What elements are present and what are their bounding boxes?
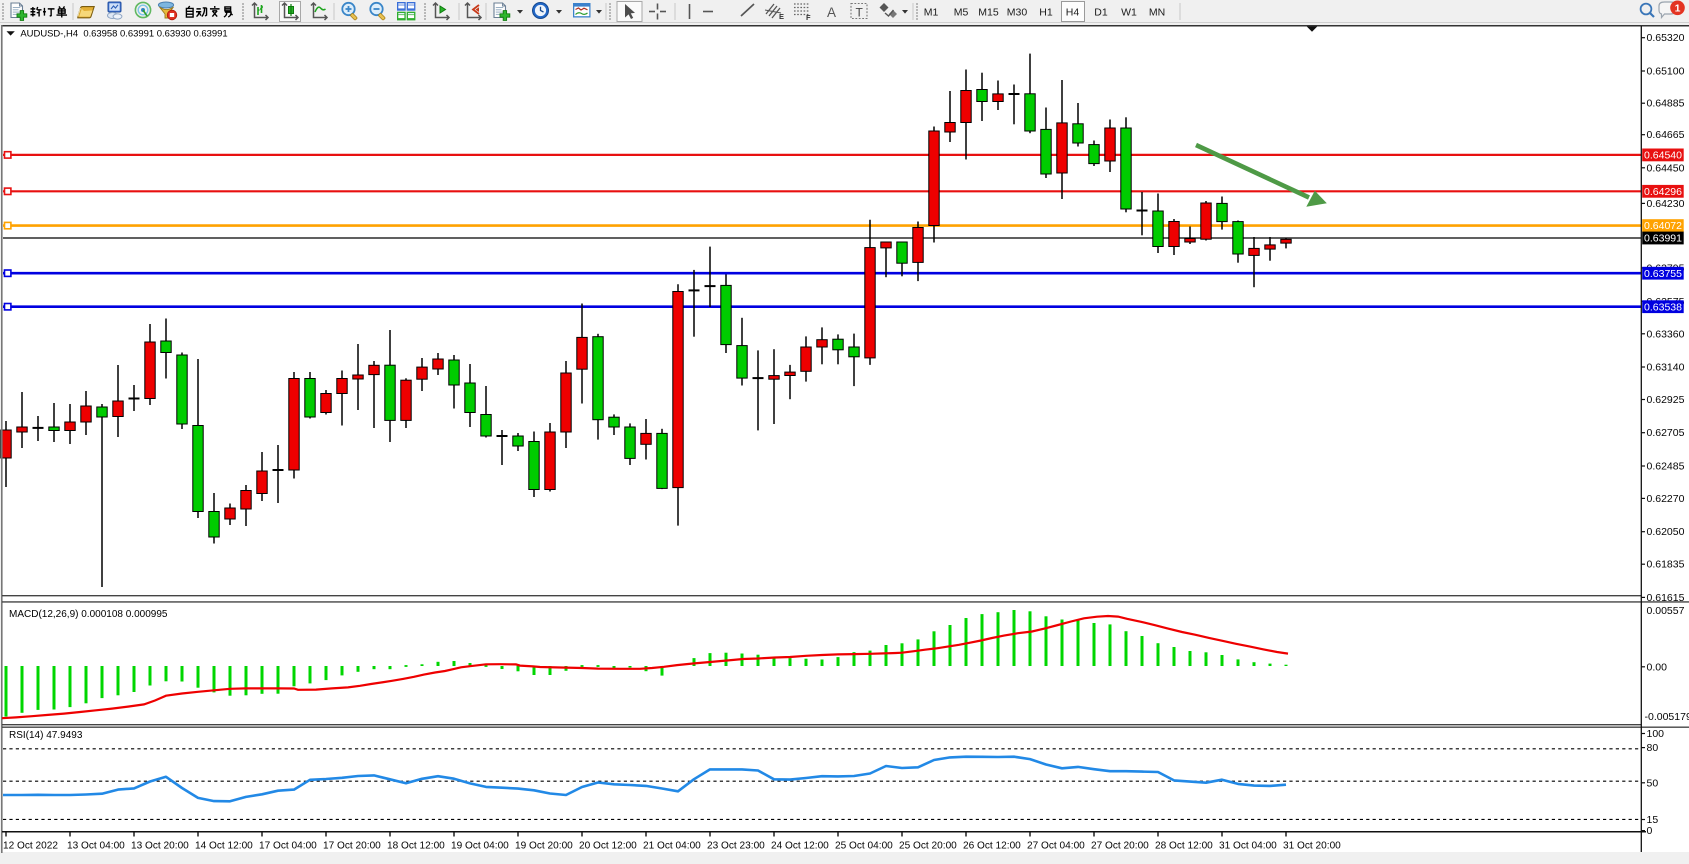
svg-text:13 Oct 20:00: 13 Oct 20:00: [131, 841, 189, 852]
svg-text:0.63538: 0.63538: [1644, 301, 1682, 313]
svg-text:0.63991: 0.63991: [1644, 233, 1682, 245]
svg-text:17 Oct 20:00: 17 Oct 20:00: [323, 841, 381, 852]
svg-text:-0.005179: -0.005179: [1645, 711, 1689, 723]
svg-text:0.63755: 0.63755: [1644, 268, 1682, 280]
svg-text:0.00557: 0.00557: [1647, 605, 1685, 617]
svg-text:H4: H4: [1066, 7, 1080, 19]
svg-text:0.63140: 0.63140: [1647, 362, 1685, 374]
svg-text:0.61835: 0.61835: [1647, 559, 1685, 571]
svg-text:18 Oct 12:00: 18 Oct 12:00: [387, 841, 445, 852]
svg-text:AUDUSD-,H4 0.63958 0.63991 0.: AUDUSD-,H4 0.63958 0.63991 0.63930 0.639…: [20, 29, 227, 40]
svg-text:0.64540: 0.64540: [1644, 150, 1682, 162]
svg-text:31 Oct 20:00: 31 Oct 20:00: [1283, 841, 1341, 852]
svg-text:28 Oct 12:00: 28 Oct 12:00: [1155, 841, 1213, 852]
svg-text:0.64450: 0.64450: [1647, 162, 1685, 174]
svg-text:14 Oct 12:00: 14 Oct 12:00: [195, 841, 253, 852]
svg-text:0.00: 0.00: [1647, 661, 1668, 673]
svg-text:25 Oct 20:00: 25 Oct 20:00: [899, 841, 957, 852]
svg-text:31 Oct 04:00: 31 Oct 04:00: [1219, 841, 1277, 852]
svg-text:0: 0: [1647, 825, 1653, 837]
svg-text:12 Oct 2022: 12 Oct 2022: [3, 841, 58, 852]
svg-text:27 Oct 20:00: 27 Oct 20:00: [1091, 841, 1149, 852]
svg-text:24 Oct 12:00: 24 Oct 12:00: [771, 841, 829, 852]
svg-text:50: 50: [1647, 777, 1659, 789]
svg-text:MN: MN: [1149, 7, 1165, 19]
svg-text:21 Oct 04:00: 21 Oct 04:00: [643, 841, 701, 852]
svg-text:0.64665: 0.64665: [1647, 129, 1685, 141]
svg-text:23 Oct 23:00: 23 Oct 23:00: [707, 841, 765, 852]
svg-text:0.62270: 0.62270: [1647, 493, 1685, 505]
svg-text:F: F: [806, 13, 811, 22]
svg-text:D1: D1: [1094, 7, 1108, 19]
svg-text:A: A: [827, 5, 836, 20]
svg-text:E: E: [779, 12, 784, 21]
svg-text:H1: H1: [1039, 7, 1053, 19]
svg-text:0.63360: 0.63360: [1647, 328, 1685, 340]
svg-text:13 Oct 04:00: 13 Oct 04:00: [67, 841, 125, 852]
svg-text:80: 80: [1647, 742, 1659, 754]
svg-text:0.64072: 0.64072: [1644, 220, 1682, 232]
svg-text:27 Oct 04:00: 27 Oct 04:00: [1027, 841, 1085, 852]
svg-text:M15: M15: [978, 7, 999, 19]
svg-text:M5: M5: [954, 7, 969, 19]
svg-text:T: T: [856, 6, 864, 20]
svg-text:17 Oct 04:00: 17 Oct 04:00: [259, 841, 317, 852]
svg-text:25 Oct 04:00: 25 Oct 04:00: [835, 841, 893, 852]
svg-text:M1: M1: [924, 7, 939, 19]
svg-text:0.64885: 0.64885: [1647, 98, 1685, 110]
svg-text:0.64296: 0.64296: [1644, 186, 1682, 198]
svg-text:MACD(12,26,9) 0.000108 0.00099: MACD(12,26,9) 0.000108 0.000995: [9, 609, 168, 620]
svg-text:M30: M30: [1007, 7, 1028, 19]
svg-text:0.62050: 0.62050: [1647, 526, 1685, 538]
svg-text:RSI(14) 47.9493: RSI(14) 47.9493: [9, 730, 83, 741]
svg-text:0.62485: 0.62485: [1647, 461, 1685, 473]
svg-text:0.64230: 0.64230: [1647, 198, 1685, 210]
svg-text:0.62925: 0.62925: [1647, 394, 1685, 406]
svg-text:W1: W1: [1121, 7, 1137, 19]
svg-text:26 Oct 12:00: 26 Oct 12:00: [963, 841, 1021, 852]
svg-text:1: 1: [1675, 3, 1681, 15]
svg-text:20 Oct 12:00: 20 Oct 12:00: [579, 841, 637, 852]
svg-text:0.65320: 0.65320: [1647, 32, 1685, 44]
svg-text:19 Oct 20:00: 19 Oct 20:00: [515, 841, 573, 852]
svg-text:100: 100: [1647, 728, 1665, 740]
svg-text:0.62705: 0.62705: [1647, 427, 1685, 439]
svg-text:0.65100: 0.65100: [1647, 66, 1685, 78]
svg-text:19 Oct 04:00: 19 Oct 04:00: [451, 841, 509, 852]
svg-text:0.61615: 0.61615: [1647, 592, 1685, 604]
